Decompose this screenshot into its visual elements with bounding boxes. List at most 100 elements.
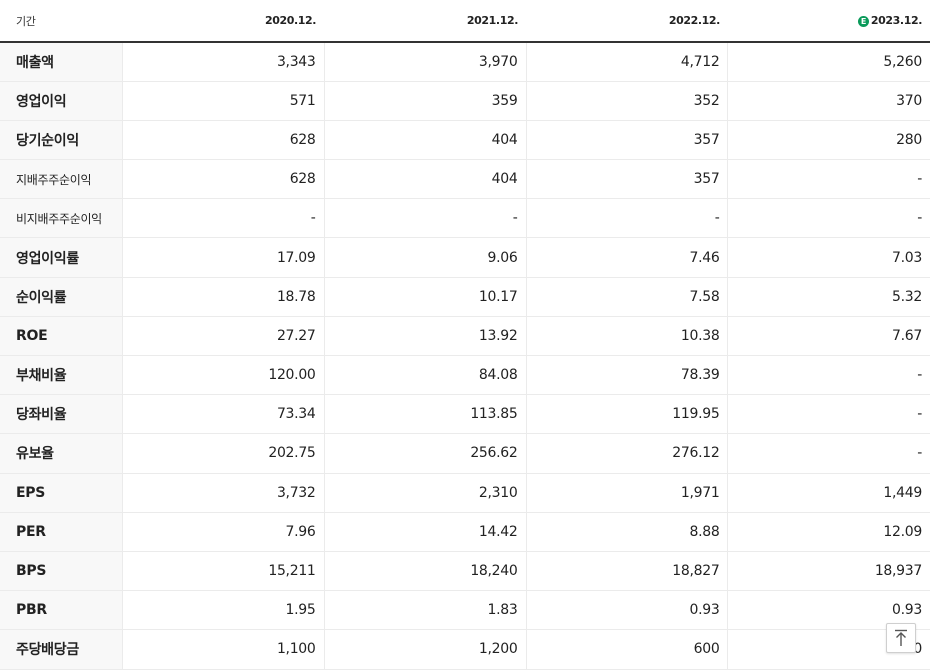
table-cell: 1,100 <box>121 629 325 670</box>
table-cell: 12.09 <box>727 512 930 552</box>
table-row: EPS 3,732 2,310 1,971 1,449 <box>0 472 930 513</box>
table-row: 주당배당금 1,100 1,200 600 700 <box>0 629 930 670</box>
year-header: 2021.12. <box>324 0 526 43</box>
table-cell: - <box>121 198 325 239</box>
table-cell: - <box>727 394 930 435</box>
table-cell: 73.34 <box>121 394 325 435</box>
table-cell: 27.27 <box>121 316 325 357</box>
table-cell: 7.46 <box>525 237 728 278</box>
year-header-label: 2023.12. <box>870 14 922 27</box>
table-cell: 13.92 <box>323 316 526 357</box>
table-cell: 404 <box>323 159 526 200</box>
year-header: 2022.12. <box>526 0 728 43</box>
row-label: 비지배주주순이익 <box>0 198 123 239</box>
row-label: PBR <box>0 590 123 631</box>
table-cell: 359 <box>323 81 526 121</box>
table-row: 당기순이익 628 404 357 280 <box>0 120 930 161</box>
table-cell: 1,200 <box>323 629 526 670</box>
table-row: 당좌비율 73.34 113.85 119.95 - <box>0 394 930 435</box>
row-label: PER <box>0 512 123 552</box>
table-cell: 628 <box>121 159 325 200</box>
row-label: BPS <box>0 551 123 592</box>
table-row: PBR 1.95 1.83 0.93 0.93 <box>0 590 930 631</box>
row-label: 순이익률 <box>0 277 123 317</box>
table-cell: 5.32 <box>727 277 930 317</box>
table-cell: 256.62 <box>323 433 526 474</box>
scroll-top-button[interactable] <box>886 623 916 653</box>
table-cell: 78.39 <box>525 354 728 396</box>
row-label: 영업이익 <box>0 81 123 121</box>
table-cell: - <box>727 433 930 474</box>
table-row: 영업이익 571 359 352 370 <box>0 81 930 121</box>
table-cell: 10.17 <box>323 277 526 317</box>
header-row: 기간 2020.12. 2021.12. 2022.12. E 2023.12. <box>0 0 930 43</box>
table-row: 비지배주주순이익 - - - - <box>0 198 930 239</box>
row-label: 당좌비율 <box>0 394 123 435</box>
table-cell: - <box>323 198 526 239</box>
table-cell: 1,449 <box>727 472 930 513</box>
table-cell: 370 <box>727 81 930 121</box>
table-row: BPS 15,211 18,240 18,827 18,937 <box>0 551 930 592</box>
table-cell: 1.83 <box>323 590 526 631</box>
table-cell: 7.03 <box>727 237 930 278</box>
table-cell: - <box>525 198 728 239</box>
table-cell: - <box>727 198 930 239</box>
table-row: 영업이익률 17.09 9.06 7.46 7.03 <box>0 237 930 278</box>
table-cell: 7.96 <box>121 512 325 552</box>
table-cell: 14.42 <box>323 512 526 552</box>
year-header-estimate: E 2023.12. <box>727 0 930 43</box>
table-cell: 280 <box>727 120 930 161</box>
table-cell: 202.75 <box>121 433 325 474</box>
row-label: 유보율 <box>0 433 123 474</box>
table-row: 부채비율 120.00 84.08 78.39 - <box>0 354 930 396</box>
table-cell: 15,211 <box>121 551 325 592</box>
table-cell: 9.06 <box>323 237 526 278</box>
table-cell: 571 <box>121 81 325 121</box>
table-cell: 0.93 <box>525 590 728 631</box>
period-header: 기간 <box>0 0 123 43</box>
table-cell: 3,343 <box>121 42 325 82</box>
table-cell: 18.78 <box>121 277 325 317</box>
table-cell: 10.38 <box>525 316 728 357</box>
table-row: 순이익률 18.78 10.17 7.58 5.32 <box>0 277 930 317</box>
table-cell: 3,732 <box>121 472 325 513</box>
table-cell: 113.85 <box>323 394 526 435</box>
table-cell: 1,971 <box>525 472 728 513</box>
table-row: ROE 27.27 13.92 10.38 7.67 <box>0 316 930 357</box>
table-cell: - <box>727 354 930 396</box>
table-cell: 8.88 <box>525 512 728 552</box>
table-cell: 17.09 <box>121 237 325 278</box>
row-label: 부채비율 <box>0 354 123 396</box>
table-cell: 84.08 <box>323 354 526 396</box>
table-cell: 276.12 <box>525 433 728 474</box>
table-cell: 1.95 <box>121 590 325 631</box>
table-cell: 3,970 <box>323 42 526 82</box>
table-row: 매출액 3,343 3,970 4,712 5,260 <box>0 42 930 82</box>
table-cell: 352 <box>525 81 728 121</box>
row-label: 주당배당금 <box>0 629 123 670</box>
row-label: 영업이익률 <box>0 237 123 278</box>
table-row: PER 7.96 14.42 8.88 12.09 <box>0 512 930 552</box>
table-cell: 2,310 <box>323 472 526 513</box>
row-label: 지배주주순이익 <box>0 159 123 200</box>
table-cell: 120.00 <box>121 354 325 396</box>
table-cell: 357 <box>525 159 728 200</box>
row-label: EPS <box>0 472 123 513</box>
table-cell: - <box>727 159 930 200</box>
table-cell: 600 <box>525 629 728 670</box>
row-label: 당기순이익 <box>0 120 123 161</box>
table-cell: 5,260 <box>727 42 930 82</box>
table-cell: 18,937 <box>727 551 930 592</box>
table-cell: 7.58 <box>525 277 728 317</box>
table-cell: 119.95 <box>525 394 728 435</box>
row-label: ROE <box>0 316 123 357</box>
table-row: 지배주주순이익 628 404 357 - <box>0 159 930 200</box>
table-cell: 18,827 <box>525 551 728 592</box>
arrow-up-icon <box>895 629 907 646</box>
table-cell: 357 <box>525 120 728 161</box>
table-row: 유보율 202.75 256.62 276.12 - <box>0 433 930 474</box>
table-cell: 18,240 <box>323 551 526 592</box>
table-cell: 7.67 <box>727 316 930 357</box>
row-label: 매출액 <box>0 42 123 82</box>
year-header: 2020.12. <box>122 0 325 43</box>
